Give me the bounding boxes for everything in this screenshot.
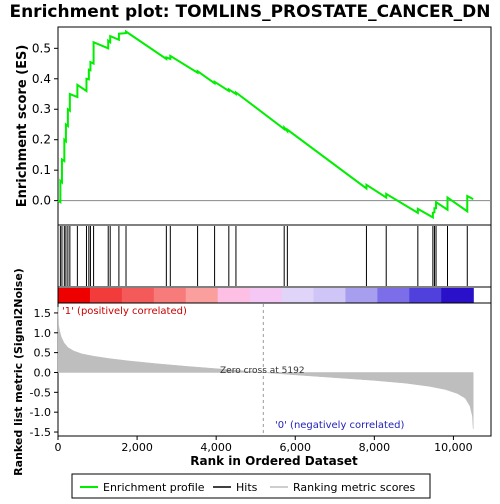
heat-bar-segment <box>377 288 410 303</box>
legend: Enrichment profile Hits Ranking metric s… <box>72 474 430 498</box>
x-axis-ticks: 0 2,000 4,000 6,000 8,000 10,000 <box>55 436 473 454</box>
metric-y-tick-label: 1.5 <box>34 307 52 320</box>
heat-bar-segment <box>122 288 155 303</box>
x-axis-label: Rank in Ordered Dataset <box>190 454 358 468</box>
metric-y-tick-label: -0.5 <box>30 386 51 399</box>
heat-bar-segment <box>58 288 91 303</box>
es-panel-frame <box>58 27 491 225</box>
legend-enrichment-label: Enrichment profile <box>103 481 205 494</box>
es-axis-label: Enrichment score (ES) <box>15 45 30 208</box>
heat-bar-segment <box>314 288 347 303</box>
heat-bar-segment <box>441 288 474 303</box>
heat-bar-segment <box>409 288 442 303</box>
legend-hits-label: Hits <box>236 481 258 494</box>
metric-y-tick-label: -1.0 <box>30 406 51 419</box>
es-y-tick-label: 0.1 <box>32 163 51 177</box>
es-y-tick-label: 0.4 <box>32 72 51 86</box>
positive-correlation-label: '1' (positively correlated) <box>62 306 187 317</box>
negative-correlation-label: '0' (negatively correlated) <box>275 420 404 431</box>
x-tick-label: 6,000 <box>280 441 312 454</box>
metric-y-ticks: 1.5 1.0 0.5 0.0 -0.5 -1.0 -1.5 <box>30 307 58 439</box>
x-tick-label: 0 <box>55 441 62 454</box>
legend-ranking-label: Ranking metric scores <box>293 481 415 494</box>
chart-title: Enrichment plot: TOMLINS_PROSTATE_CANCER… <box>9 2 490 22</box>
es-y-tick-label: 0.3 <box>32 102 51 116</box>
es-y-tick-label: 0.0 <box>32 194 51 208</box>
x-tick-label: 2,000 <box>121 441 153 454</box>
zero-cross-label: Zero cross at 5192 <box>220 366 305 376</box>
heat-bar-segment <box>154 288 187 303</box>
x-tick-label: 4,000 <box>200 441 232 454</box>
metric-y-tick-label: 1.0 <box>34 327 52 340</box>
x-tick-label: 8,000 <box>359 441 391 454</box>
heat-bar-segment <box>250 288 283 303</box>
es-y-tick-label: 0.2 <box>32 133 51 147</box>
rank-color-bar <box>58 288 474 303</box>
metric-y-tick-label: 0.0 <box>34 366 52 379</box>
heat-bar-segment <box>90 288 123 303</box>
es-y-tick-label: 0.5 <box>32 41 51 55</box>
heat-bar-segment <box>282 288 315 303</box>
es-y-ticks: 0.0 0.1 0.2 0.3 0.4 0.5 <box>32 41 58 207</box>
heat-bar-segment <box>186 288 219 303</box>
heat-bar-segment <box>218 288 251 303</box>
metric-axis-label: Ranked list metric (Signal2Noise) <box>12 268 25 476</box>
x-tick-label: 10,000 <box>434 441 473 454</box>
heat-bar-segment <box>345 288 378 303</box>
metric-y-tick-label: 0.5 <box>34 347 52 360</box>
hits-panel-frame <box>58 225 491 287</box>
metric-y-tick-label: -1.5 <box>30 426 51 439</box>
